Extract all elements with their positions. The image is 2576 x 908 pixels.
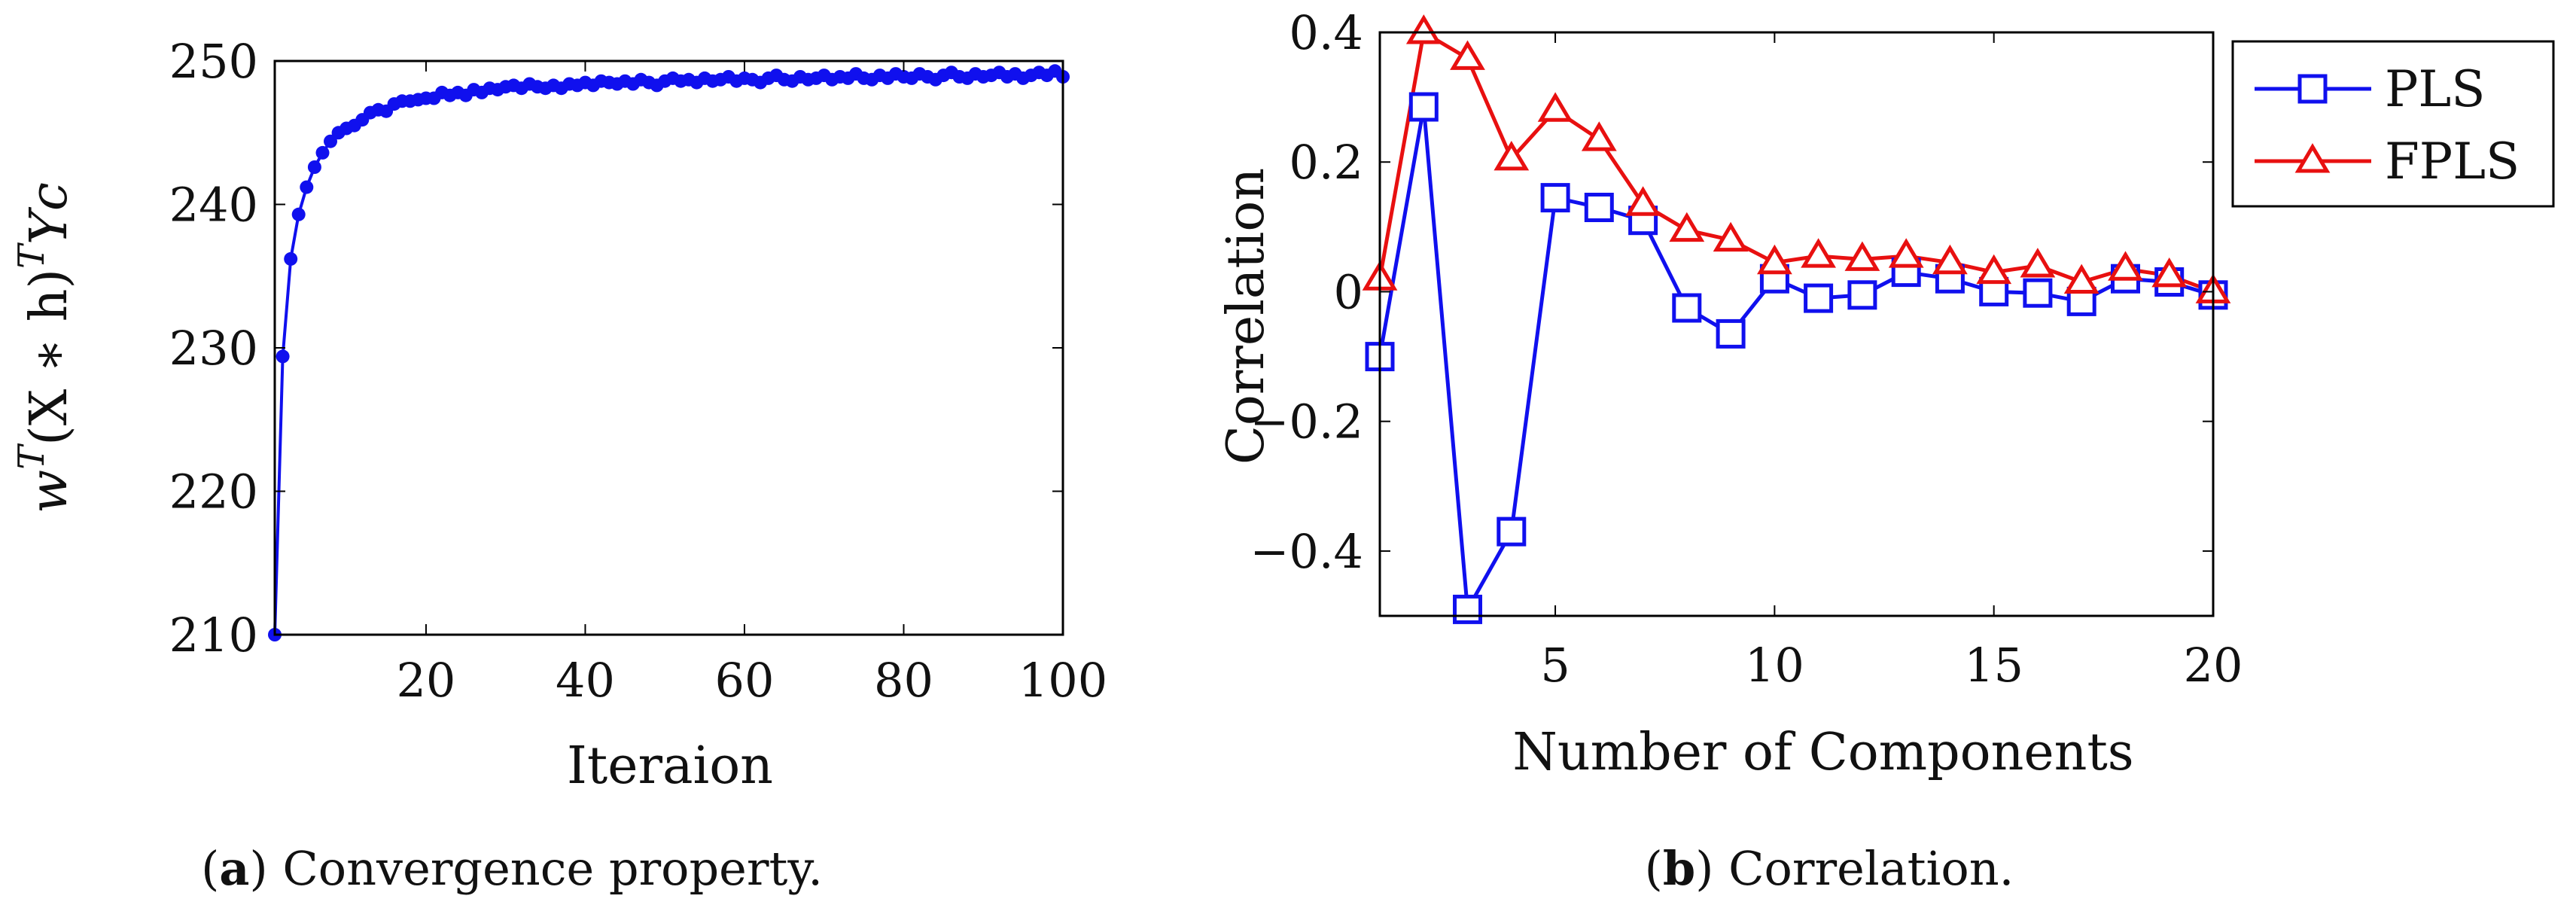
caption-a: (a) Convergence property. xyxy=(201,841,823,896)
y-tick-label: −0.2 xyxy=(1250,395,1363,449)
caption-b-label: b xyxy=(1663,841,1695,896)
data-point-fpls xyxy=(1625,186,1661,216)
caption-a-text: Convergence property. xyxy=(282,841,823,896)
data-point-pls xyxy=(1847,280,1877,310)
legend-marker-pls xyxy=(2297,74,2328,104)
correlation-series xyxy=(1362,14,2231,624)
data-point xyxy=(307,160,321,174)
data-point xyxy=(300,180,314,194)
data-point-fpls xyxy=(1888,238,1924,268)
legend-label-fpls: FPLS xyxy=(2385,133,2520,190)
y-axis-title-a: wT(X ∗ h)TYc xyxy=(11,182,79,513)
legend-entry-pls: PLS xyxy=(2255,60,2485,118)
data-point-fpls xyxy=(1976,254,2012,285)
data-point-fpls xyxy=(1581,121,1617,151)
x-tick-label: 15 xyxy=(1964,638,2023,693)
data-point-pls xyxy=(1716,318,1746,349)
data-point xyxy=(276,349,290,364)
y-tick-label: 220 xyxy=(169,465,258,520)
data-point-fpls xyxy=(1844,241,1880,271)
y-tick-label: 250 xyxy=(169,34,258,89)
plot-frame-a xyxy=(273,59,1064,636)
x-tick-label: 10 xyxy=(1745,638,1804,693)
data-point xyxy=(284,251,298,266)
x-tick-label: 60 xyxy=(715,653,775,708)
data-point-pls xyxy=(1453,594,1482,624)
caption-b: (b) Correlation. xyxy=(1645,841,2014,896)
data-point-pls xyxy=(1584,193,1614,222)
data-point-pls xyxy=(1804,283,1834,313)
data-point-pls xyxy=(1408,92,1439,122)
y-tick-label: 0 xyxy=(1334,264,1363,319)
y-axis-title-b: Correlation xyxy=(1216,168,1276,465)
legend-marker-fpls xyxy=(2294,143,2331,173)
series-line-convergence xyxy=(273,69,1064,635)
data-point-pls xyxy=(1497,516,1527,547)
y-tick-label: 0.4 xyxy=(1289,5,1363,60)
x-tick-label: 20 xyxy=(396,653,455,708)
data-point-fpls xyxy=(2020,248,2056,278)
legend: PLS FPLS xyxy=(2231,40,2555,208)
x-axis-title-b: Number of Components xyxy=(1512,723,2133,782)
axis-ticks-b: 5 10 15 20 −0.4 −0.2 0 0.2 0.4 xyxy=(1250,5,2243,693)
data-point xyxy=(315,145,330,160)
x-tick-label: 100 xyxy=(1019,653,1107,708)
data-point xyxy=(324,134,337,148)
y-tick-label: −0.4 xyxy=(1250,524,1363,579)
convergence-series xyxy=(268,64,1070,641)
axis-ticks-a: 20 40 60 80 100 210 220 230 240 250 xyxy=(169,34,1108,708)
data-point-pls xyxy=(1672,293,1702,323)
data-point-fpls xyxy=(2063,264,2099,294)
data-point-pls xyxy=(1540,183,1570,213)
chart-correlation: 5 10 15 20 −0.4 −0.2 0 0.2 0.4 Correlation Numbe… xyxy=(1216,5,2555,896)
data-point-fpls xyxy=(1669,212,1705,242)
data-point-fpls xyxy=(1757,244,1792,275)
data-point-fpls xyxy=(1450,40,1485,70)
data-point-fpls xyxy=(1801,238,1836,268)
plot-frame-b xyxy=(1378,31,2215,617)
y-tick-label: 240 xyxy=(169,178,258,233)
y-tick-label: 0.2 xyxy=(1289,135,1363,190)
legend-label-pls: PLS xyxy=(2385,60,2485,118)
data-point xyxy=(291,207,306,221)
legend-box xyxy=(2231,40,2555,208)
x-tick-label: 40 xyxy=(556,653,615,708)
data-point-fpls xyxy=(1494,141,1530,171)
x-tick-label: 20 xyxy=(2184,638,2243,693)
x-tick-label: 80 xyxy=(874,653,933,708)
data-point-fpls xyxy=(1713,221,1749,252)
data-point-fpls xyxy=(1405,14,1442,44)
caption-a-label: a xyxy=(219,841,249,896)
caption-b-text: Correlation. xyxy=(1728,841,2014,896)
x-axis-title-a: Iteraion xyxy=(567,736,773,796)
data-point-fpls xyxy=(2151,257,2188,288)
y-tick-label: 210 xyxy=(169,608,258,663)
data-point-pls xyxy=(2023,278,2053,308)
data-point-fpls xyxy=(2108,251,2143,281)
y-tick-label: 230 xyxy=(169,321,258,376)
data-point-fpls xyxy=(1932,244,1968,275)
data-point-fpls xyxy=(1537,92,1573,122)
legend-entry-fpls: FPLS xyxy=(2255,133,2520,190)
x-tick-label: 5 xyxy=(1540,638,1570,693)
